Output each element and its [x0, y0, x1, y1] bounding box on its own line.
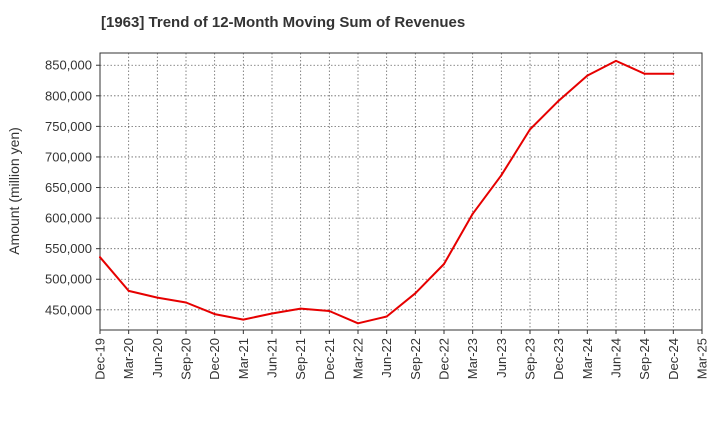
data-point [414, 292, 417, 295]
x-tick-label: Jun-20 [150, 338, 165, 378]
x-tick-label: Jun-23 [494, 338, 509, 378]
data-point [156, 296, 159, 299]
x-tick-label: Dec-20 [207, 338, 222, 380]
x-tick-label: Mar-25 [695, 338, 710, 379]
x-tick-label: Dec-23 [551, 338, 566, 380]
x-tick-label: Mar-24 [580, 338, 595, 379]
chart-title: [1963] Trend of 12-Month Moving Sum of R… [101, 14, 466, 31]
data-point [500, 174, 503, 177]
x-tick-label: Jun-22 [379, 338, 394, 378]
x-tick-label: Mar-21 [236, 338, 251, 379]
x-tick-label: Mar-23 [465, 338, 480, 379]
grid-lines [100, 53, 702, 330]
x-tick-label: Sep-22 [408, 338, 423, 380]
data-point [299, 307, 302, 310]
data-point [385, 315, 388, 318]
y-tick-labels: 450,000 500,000 550,000 600,000 650,000 700,0… [45, 58, 92, 318]
data-point [557, 99, 560, 102]
x-tick-label: Dec-21 [322, 338, 337, 380]
y-tick-label: 850,000 [45, 58, 92, 73]
data-point [672, 72, 675, 75]
x-tick-label: Mar-22 [351, 338, 366, 379]
y-axis-title: Amount (million yen) [6, 127, 22, 255]
data-point [185, 301, 187, 304]
y-tick-label: 650,000 [45, 180, 92, 195]
series-layer [99, 59, 675, 325]
x-tick-labels: Dec-19 Mar-20 Jun-20 Sep-20 Dec-20 Mar-21 Jun-… [93, 338, 710, 380]
y-tick-label: 550,000 [45, 241, 92, 256]
data-point [242, 318, 245, 321]
x-tick-label: Jun-21 [265, 338, 280, 378]
data-point [471, 212, 474, 215]
data-point [99, 256, 101, 259]
data-point [643, 72, 646, 75]
plot-frame [99, 52, 703, 331]
data-point [213, 313, 216, 316]
y-tick-label: 600,000 [45, 211, 92, 226]
x-tick-label: Mar-20 [121, 338, 136, 379]
y-tick-label: 800,000 [45, 88, 92, 103]
data-point [127, 289, 130, 292]
x-tick-label: Sep-20 [179, 338, 194, 380]
data-point [357, 322, 359, 325]
y-tick-label: 700,000 [45, 149, 92, 164]
x-tick-label: Dec-24 [666, 338, 681, 380]
data-point [586, 74, 589, 77]
x-tick-label: Dec-22 [437, 338, 452, 380]
y-tick-label: 500,000 [45, 272, 92, 287]
x-tick-label: Sep-21 [293, 338, 308, 380]
data-point [271, 312, 273, 315]
data-point [443, 262, 445, 265]
y-tick-label: 750,000 [45, 119, 92, 134]
x-tick-label: Jun-24 [609, 338, 624, 378]
series-line [99, 59, 675, 325]
x-tick-label: Dec-19 [93, 338, 108, 380]
data-point [328, 310, 331, 313]
data-point [615, 59, 617, 62]
x-tick-label: Sep-24 [637, 338, 652, 380]
x-tick-label: Sep-23 [523, 338, 538, 380]
axes [96, 52, 703, 334]
data-point [529, 128, 531, 131]
y-tick-label: 450,000 [45, 302, 92, 317]
